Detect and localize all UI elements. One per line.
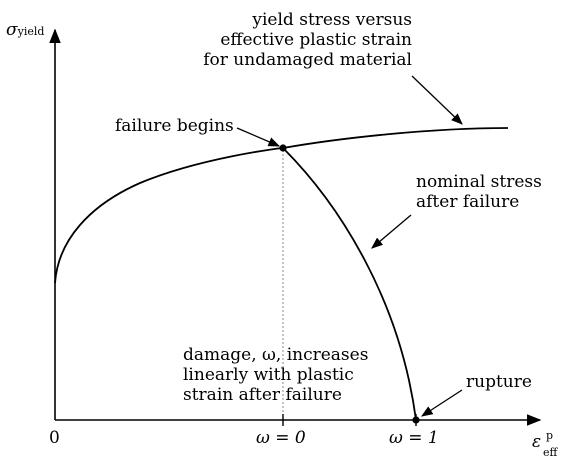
yield-curve <box>54 127 509 284</box>
nominal-stress-arrow <box>371 214 412 249</box>
nominal-stress-curve <box>282 147 417 421</box>
failure-begins-label: failure begins <box>115 116 234 136</box>
nominal-stress-line-1: nominal stress <box>416 172 542 192</box>
damage-line-1: damage, ω, increases <box>183 345 369 365</box>
y-axis-label: σyield <box>6 20 44 42</box>
rupture-arrow <box>421 389 463 417</box>
tick-omega-1-label: ω = 1 <box>389 428 439 448</box>
x-axis-subscript: eff <box>543 446 558 459</box>
yield-annotation-line-2: effective plastic strain <box>220 30 412 50</box>
x-axis-superscript: p <box>546 429 554 442</box>
y-axis-symbol: σ <box>6 20 18 40</box>
damage-annotation: damage, ω, increases linearly with plast… <box>183 345 368 405</box>
rupture-point <box>412 416 420 424</box>
failure-begins-arrow <box>236 127 281 147</box>
damage-line-2: linearly with plastic <box>183 365 354 385</box>
yield-annotation-line-3: for undamaged material <box>203 50 412 70</box>
yield-annotation-arrow <box>411 75 463 125</box>
y-axis-subscript: yield <box>17 25 45 38</box>
x-axis-label: ε p eff <box>532 428 568 459</box>
nominal-stress-line-2: after failure <box>416 192 520 212</box>
tick-omega-0-label: ω = 0 <box>256 428 306 448</box>
yield-annotation: yield stress versus effective plastic st… <box>203 10 412 70</box>
nominal-stress-annotation: nominal stress after failure <box>416 172 542 212</box>
failure-point <box>279 144 287 152</box>
rupture-label: rupture <box>466 372 532 392</box>
yield-annotation-line-1: yield stress versus <box>252 10 412 30</box>
damage-line-3: strain after failure <box>183 385 342 405</box>
origin-label: 0 <box>49 428 60 448</box>
x-axis-symbol: ε <box>532 432 542 452</box>
